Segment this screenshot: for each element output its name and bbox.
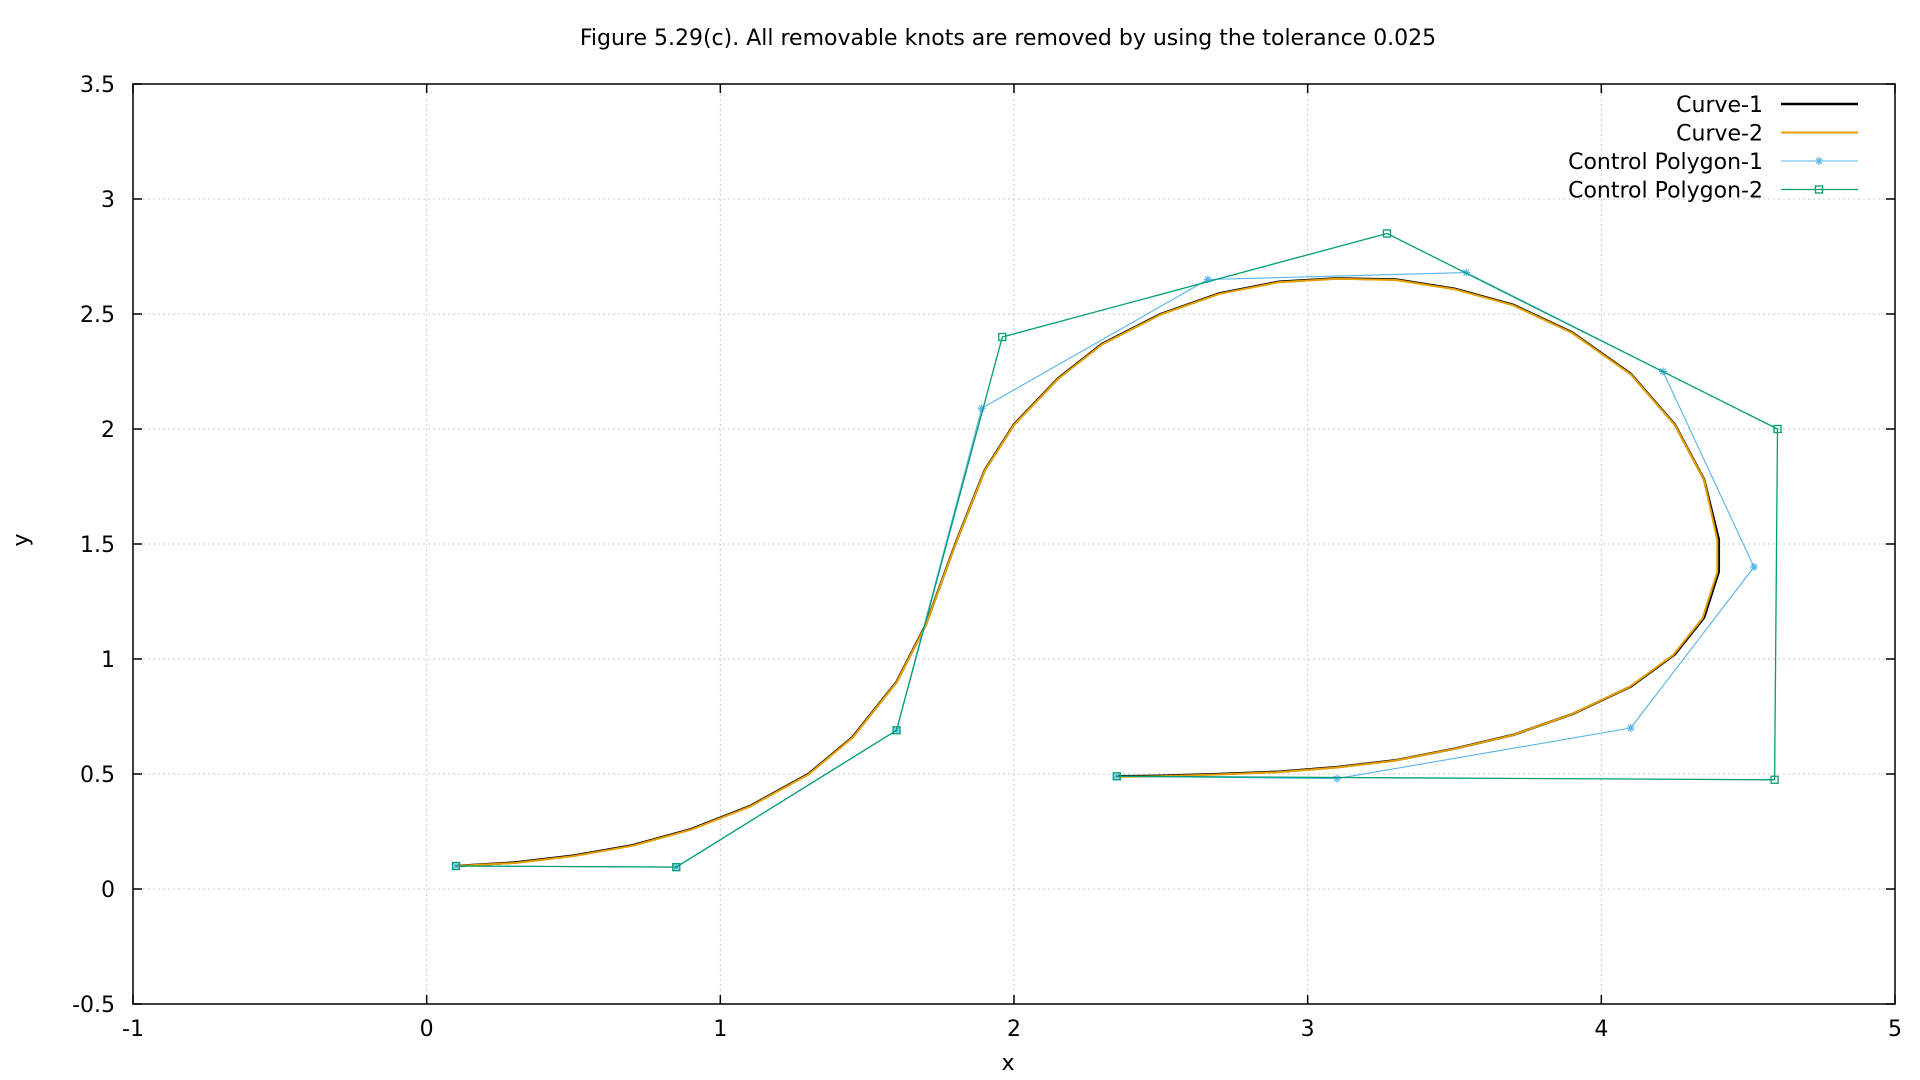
x-tick-label: 2 [1007, 1017, 1021, 1042]
legend-item: Curve-1 [1676, 93, 1858, 118]
data-point [1750, 563, 1759, 571]
series-line-control-polygon-2 [455, 232, 1779, 868]
legend-label: Curve-1 [1676, 93, 1763, 118]
series-curve-2 [455, 277, 1719, 867]
data-point [1112, 772, 1121, 781]
y-tick-label: 3 [101, 188, 115, 213]
data-point [451, 861, 461, 871]
data-point [1773, 424, 1782, 434]
data-point [1770, 775, 1779, 784]
legend-label: Control Polygon-2 [1568, 179, 1763, 204]
x-tick-label: -1 [122, 1017, 144, 1042]
x-tick-label: 4 [1594, 1017, 1608, 1042]
legend-label: Curve-2 [1676, 122, 1763, 147]
legend-marker [1814, 185, 1824, 194]
y-tick-label: 2 [101, 418, 115, 443]
x-tick-label: 0 [420, 1017, 434, 1042]
y-tick-label: 0 [101, 878, 115, 903]
legend-item: Control Polygon-1 [1568, 150, 1858, 175]
data-point [998, 332, 1007, 342]
y-axis-title: y [9, 533, 34, 546]
data-point [1382, 229, 1392, 238]
legend-item: Control Polygon-2 [1568, 179, 1858, 204]
y-tick-label: 1.5 [80, 533, 115, 558]
series-control-polygon-1 [452, 268, 1759, 872]
data-point [892, 726, 901, 735]
series-control-polygon-2 [451, 229, 1782, 872]
series-line-curve-2 [455, 277, 1719, 867]
data-point [672, 863, 681, 872]
x-tick-label: 1 [713, 1017, 727, 1042]
axes-ticks: -1 0 1 2 3 4 5 -0.5 0 0.5 1 1.5 2 2.5 3 3.5 [72, 73, 1902, 1042]
legend-item: Curve-2 [1676, 122, 1858, 147]
y-tick-label: -0.5 [72, 993, 115, 1018]
legend: Curve-1 Curve-2 Control Polygon-1 Control P… [1568, 93, 1858, 204]
x-tick-label: 3 [1301, 1017, 1315, 1042]
y-tick-label: 2.5 [80, 303, 115, 328]
y-tick-label: 0.5 [80, 763, 115, 788]
legend-label: Control Polygon-1 [1568, 150, 1763, 175]
data-point [1333, 774, 1342, 783]
data-point [1626, 724, 1635, 732]
y-tick-label: 3.5 [80, 73, 115, 98]
grid [133, 84, 1895, 1004]
y-tick-label: 1 [101, 648, 115, 673]
chart-title: Figure 5.29(c). All removable knots are … [580, 26, 1436, 51]
legend-marker [1815, 157, 1823, 165]
plot-area [451, 229, 1782, 872]
x-axis-title: x [1001, 1051, 1014, 1076]
series-line-control-polygon-1 [455, 272, 1755, 868]
x-tick-label: 5 [1888, 1017, 1902, 1042]
